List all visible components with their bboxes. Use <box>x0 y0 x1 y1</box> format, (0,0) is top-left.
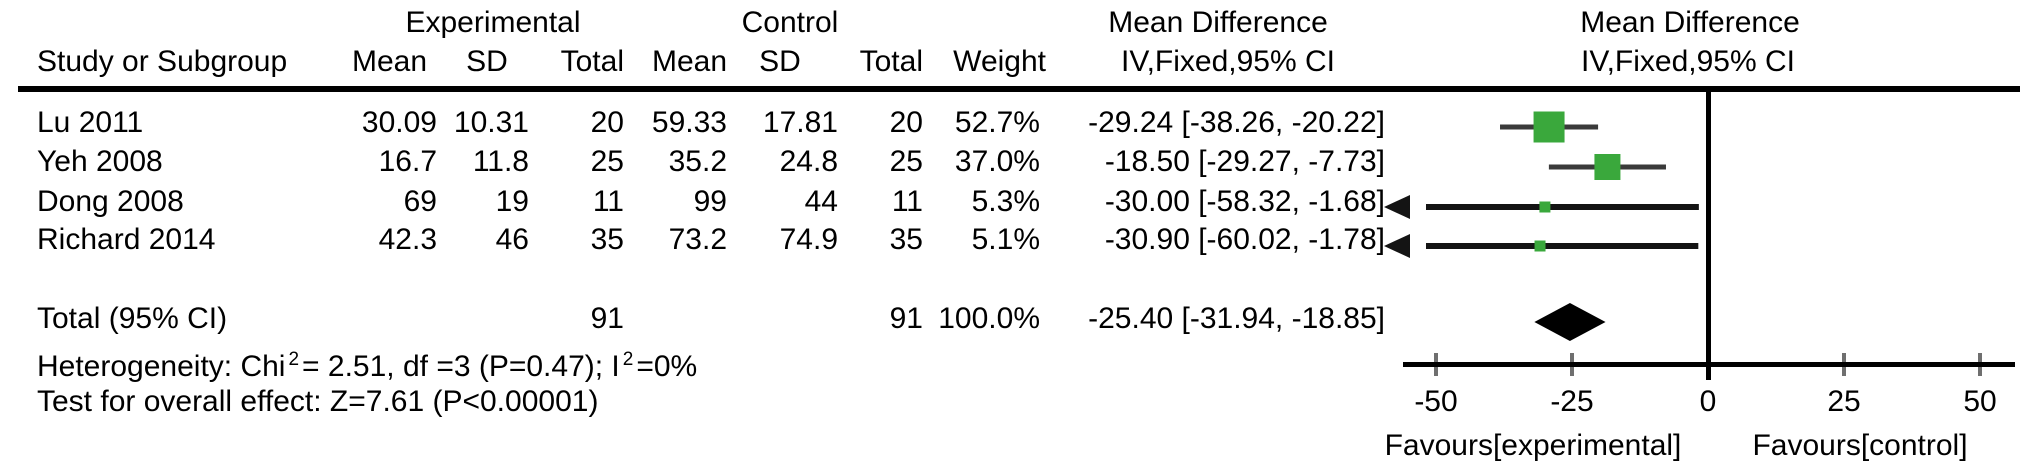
exp-sd-column-header: SD <box>466 45 508 78</box>
experimental-group-label: Experimental <box>405 6 581 39</box>
axis-tick-label: 0 <box>1699 385 1717 418</box>
ctrl-total-value: 11 <box>891 185 923 218</box>
table-row: Lu 2011 30.09 10.31 20 59.33 17.81 20 52… <box>0 106 2031 140</box>
weight-value: 52.7% <box>954 106 1040 139</box>
header-group-row: Experimental Control Mean Difference Mea… <box>0 6 2031 40</box>
md-ci-value: -30.00 [-58.32, -1.68] <box>1104 185 1385 218</box>
ctrl-sd-value: 74.9 <box>779 223 838 256</box>
study-column-header: Study or Subgroup <box>37 45 288 78</box>
exp-total-value: 35 <box>590 223 624 256</box>
heterogeneity-text-prefix: Heterogeneity: Chi <box>37 350 286 383</box>
weight-value: 37.0% <box>954 145 1040 178</box>
table-row: Yeh 2008 16.7 11.8 25 35.2 24.8 25 37.0%… <box>0 145 2031 179</box>
header-divider-rule <box>18 86 2020 92</box>
exp-total-value: 25 <box>590 145 624 178</box>
exp-sd-value: 46 <box>495 223 529 256</box>
md-ci-value: -30.90 [-60.02, -1.78] <box>1104 223 1385 256</box>
exp-total-value: 11 <box>592 185 624 218</box>
mean-difference-table-label: Mean Difference <box>1108 6 1328 39</box>
study-name: Lu 2011 <box>37 106 144 139</box>
chi-squared-superscript: 2 <box>288 349 300 370</box>
ctrl-total-sum-value: 91 <box>889 302 923 335</box>
exp-total-sum-value: 91 <box>590 302 624 335</box>
weight-value: 5.3% <box>971 185 1040 218</box>
table-row: Richard 2014 42.3 46 35 73.2 74.9 35 5.1… <box>0 223 2031 257</box>
favours-experimental-label: Favours[experimental] <box>1384 429 1682 462</box>
axis-tick-label: -50 <box>1414 385 1458 418</box>
iv-fixed-table-header: IV,Fixed,95% CI <box>1121 45 1335 78</box>
ctrl-total-value: 25 <box>889 145 923 178</box>
control-group-label: Control <box>741 6 839 39</box>
total-row: Total (95% CI) 91 91 100.0% -25.40 [-31.… <box>0 302 2031 336</box>
i-squared-superscript: 2 <box>622 349 634 370</box>
ctrl-mean-value: 99 <box>693 185 727 218</box>
exp-mean-column-header: Mean <box>351 45 427 78</box>
favours-control-label: Favours[control] <box>1752 429 1968 462</box>
header-column-row: Study or Subgroup Mean SD Total Mean SD … <box>0 45 2031 79</box>
ctrl-total-value: 35 <box>889 223 923 256</box>
iv-fixed-plot-header: IV,Fixed,95% CI <box>1581 45 1795 78</box>
total-weight-value: 100.0% <box>938 302 1040 335</box>
ctrl-mean-value: 73.2 <box>668 223 727 256</box>
x-axis-line <box>1403 362 2015 367</box>
heterogeneity-text-suffix: =0% <box>636 350 698 383</box>
ctrl-total-value: 20 <box>889 106 923 139</box>
exp-total-column-header: Total <box>560 45 624 78</box>
ctrl-mean-value: 35.2 <box>668 145 727 178</box>
study-name: Richard 2014 <box>37 223 216 256</box>
exp-sd-value: 19 <box>495 185 529 218</box>
exp-sd-value: 11.8 <box>472 145 529 178</box>
table-row: Dong 2008 69 19 11 99 44 11 5.3% -30.00 … <box>0 185 2031 219</box>
ctrl-mean-column-header: Mean <box>651 45 727 78</box>
weight-column-header: Weight <box>953 45 1046 78</box>
axis-tick-label: -25 <box>1550 385 1594 418</box>
exp-mean-value: 69 <box>403 185 437 218</box>
heterogeneity-note: Heterogeneity: Chi 2 = 2.51, df =3 (P=0.47… <box>37 349 698 384</box>
ctrl-sd-column-header: SD <box>759 45 801 78</box>
ctrl-sd-value: 17.81 <box>762 106 838 139</box>
heterogeneity-text-mid: = 2.51, df =3 (P=0.47); I <box>302 350 620 383</box>
exp-sd-value: 10.31 <box>453 106 529 139</box>
overall-effect-note: Test for overall effect: Z=7.61 (P<0.000… <box>37 385 599 418</box>
ctrl-sd-value: 24.8 <box>779 145 838 178</box>
axis-tick-label: 50 <box>1963 385 1997 418</box>
total-label: Total (95% CI) <box>37 302 228 335</box>
md-ci-value: -29.24 [-38.26, -20.22] <box>1088 106 1385 139</box>
exp-mean-value: 42.3 <box>378 223 437 256</box>
weight-value: 5.1% <box>971 223 1040 256</box>
exp-mean-value: 16.7 <box>378 145 437 178</box>
exp-mean-value: 30.09 <box>361 106 437 139</box>
md-ci-value: -18.50 [-29.27, -7.73] <box>1104 145 1385 178</box>
ctrl-sd-value: 44 <box>804 185 838 218</box>
study-name: Dong 2008 <box>37 185 184 218</box>
ctrl-total-column-header: Total <box>859 45 923 78</box>
mean-difference-plot-label: Mean Difference <box>1580 6 1800 39</box>
exp-total-value: 20 <box>590 106 624 139</box>
axis-tick-label: 25 <box>1827 385 1861 418</box>
zero-effect-line <box>1706 92 1711 380</box>
ctrl-mean-value: 59.33 <box>651 106 727 139</box>
study-name: Yeh 2008 <box>37 145 163 178</box>
total-md-ci-value: -25.40 [-31.94, -18.85] <box>1088 302 1385 335</box>
